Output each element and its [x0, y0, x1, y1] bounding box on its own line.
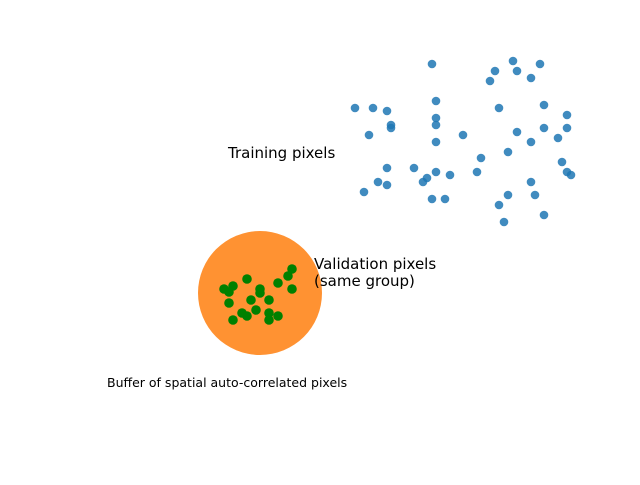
validation-label-line2: (same group) [314, 272, 415, 290]
training-point [382, 180, 392, 190]
training-point [409, 163, 419, 173]
validation-point [242, 274, 252, 284]
training-point [431, 167, 441, 177]
training-point [526, 177, 536, 187]
training-point [364, 130, 374, 140]
validation-point [264, 295, 274, 305]
training-point [503, 147, 513, 157]
training-point [494, 200, 504, 210]
training-point [503, 190, 513, 200]
training-point [350, 103, 360, 113]
training-point [368, 103, 378, 113]
training-point [427, 59, 437, 69]
validation-point [224, 298, 234, 308]
training-point [553, 133, 563, 143]
validation-point [246, 295, 256, 305]
validation-point [273, 278, 283, 288]
training-point [431, 120, 441, 130]
validation-point [224, 287, 234, 297]
training-point [431, 137, 441, 147]
training-point [508, 56, 518, 66]
validation-point [228, 315, 238, 325]
validation-point [287, 264, 297, 274]
validation-point [242, 311, 252, 321]
training-point [566, 170, 576, 180]
training-point [386, 123, 396, 133]
validation-points-layer [219, 264, 297, 325]
validation-point [273, 311, 283, 321]
training-point [440, 194, 450, 204]
validation-point [287, 284, 297, 294]
training-point [539, 210, 549, 220]
training-point [431, 113, 441, 123]
training-point [382, 106, 392, 116]
training-point [562, 110, 572, 120]
training-point [512, 66, 522, 76]
training-point [373, 177, 383, 187]
training-point [526, 73, 536, 83]
training-point [472, 167, 482, 177]
training-point [490, 66, 500, 76]
training-point [512, 127, 522, 137]
training-point [382, 163, 392, 173]
training-point [530, 190, 540, 200]
training-point [499, 217, 509, 227]
training-point [359, 187, 369, 197]
training-point [445, 170, 455, 180]
validation-point [264, 308, 274, 318]
training-point [476, 153, 486, 163]
training-point [418, 177, 428, 187]
training-points-layer [350, 56, 576, 227]
training-point [431, 96, 441, 106]
validation-point [264, 315, 274, 325]
training-point [458, 130, 468, 140]
validation-point [255, 288, 265, 298]
training-point [526, 137, 536, 147]
training-point [427, 194, 437, 204]
validation-point [251, 305, 261, 315]
training-point [494, 103, 504, 113]
training-point [535, 59, 545, 69]
training-point [562, 123, 572, 133]
training-point [539, 100, 549, 110]
validation-point [283, 271, 293, 281]
training-point [539, 123, 549, 133]
validation-label-line1: Validation pixels [314, 255, 436, 273]
training-label: Training pixels [227, 144, 335, 162]
training-point [557, 157, 567, 167]
buffer-label: Buffer of spatial auto-correlated pixels [107, 375, 347, 390]
training-point [485, 76, 495, 86]
